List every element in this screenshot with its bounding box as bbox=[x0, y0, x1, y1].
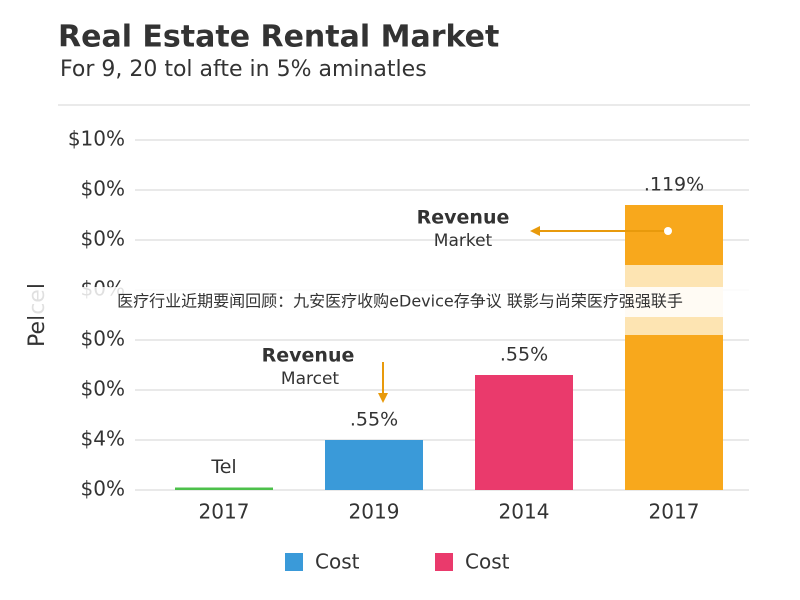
annotation-title: Revenue bbox=[417, 207, 510, 229]
x-tick-label: 2019 bbox=[349, 500, 400, 524]
x-tick-label: 2014 bbox=[499, 500, 550, 524]
y-tick-label: $0% bbox=[81, 327, 125, 351]
legend-swatch bbox=[285, 553, 303, 571]
annotation-text: Marcet bbox=[281, 369, 340, 389]
y-tick-label: $10% bbox=[68, 127, 125, 151]
annotation-title: Revenue bbox=[262, 345, 355, 367]
arrow-head bbox=[530, 226, 540, 236]
banner-background bbox=[0, 287, 800, 317]
legend-label: Cost bbox=[315, 550, 360, 574]
legend-swatch bbox=[435, 553, 453, 571]
chart-subtitle: For 9, 20 tol afte in 5% aminatles bbox=[60, 57, 427, 82]
y-tick-label: $0% bbox=[81, 227, 125, 251]
x-tick-label: 2017 bbox=[649, 500, 700, 524]
bar bbox=[475, 375, 573, 490]
y-tick-label: $0% bbox=[81, 177, 125, 201]
bar-label: Tel bbox=[210, 456, 236, 478]
y-tick-label: $0% bbox=[81, 377, 125, 401]
bar bbox=[325, 440, 423, 490]
x-tick-label: 2017 bbox=[199, 500, 250, 524]
banner-text: 医疗行业近期要闻回顾：九安医疗收购eDevice存争议 联影与尚荣医疗强强联手 bbox=[117, 292, 683, 311]
y-tick-label: $4% bbox=[81, 427, 125, 451]
bar-label: .55% bbox=[500, 344, 548, 366]
bar bbox=[175, 487, 273, 490]
y-tick-label: $0% bbox=[81, 477, 125, 501]
chart-title: Real Estate Rental Market bbox=[58, 20, 499, 55]
annotation-text: Market bbox=[434, 231, 493, 251]
bar-label: .55% bbox=[350, 409, 398, 431]
bar-label: .119% bbox=[644, 174, 704, 196]
bar bbox=[625, 205, 723, 490]
arrow-dot bbox=[664, 227, 672, 235]
legend-label: Cost bbox=[465, 550, 510, 574]
arrow-head bbox=[378, 393, 388, 403]
